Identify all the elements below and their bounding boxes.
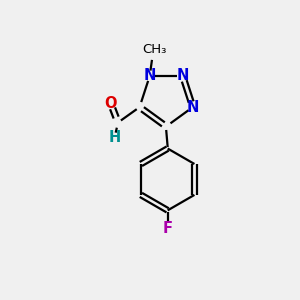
Text: N: N (187, 100, 199, 115)
Text: F: F (163, 220, 173, 236)
Text: O: O (104, 96, 117, 111)
Text: N: N (144, 68, 156, 83)
Text: H: H (108, 130, 121, 145)
Text: CH₃: CH₃ (142, 43, 167, 56)
Text: N: N (176, 68, 189, 83)
